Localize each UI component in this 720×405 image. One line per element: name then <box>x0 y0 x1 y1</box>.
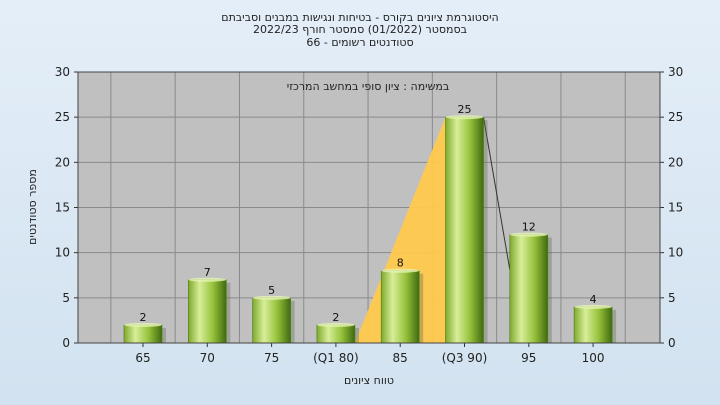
plot-border <box>77 71 661 344</box>
x-tick-label: 70 <box>200 351 215 365</box>
x-tick-label: 75 <box>264 351 279 365</box>
bar-top-cap <box>188 277 227 282</box>
bar-top-cap <box>252 295 291 300</box>
bar-value-label: 2 <box>140 311 147 324</box>
y-tick-label-right: 20 <box>668 155 683 169</box>
bar-top-cap <box>509 232 548 237</box>
bar <box>123 324 163 344</box>
bar <box>509 234 549 344</box>
x-tick-label: 65 <box>135 351 150 365</box>
bar-value-label: 7 <box>204 266 211 279</box>
x-axis-label: טווח ציונים <box>344 374 394 387</box>
chart-annotation: במשימה : ציון סופי במחשב המרכזי <box>287 80 450 93</box>
y-tick-label-right: 10 <box>668 246 683 260</box>
y-tick-label-left: 0 <box>62 336 70 350</box>
y-tick-label-left: 15 <box>55 201 70 215</box>
bar <box>316 324 356 344</box>
x-tick-label: (Q3 90) <box>442 351 488 365</box>
bars-group: 2 7 5 2 8 25 12 4 <box>123 103 617 344</box>
bar <box>252 297 291 344</box>
y-tick-label-left: 25 <box>55 110 70 124</box>
y-tick-label-right: 25 <box>668 110 683 124</box>
y-tick-label-left: 20 <box>55 155 70 169</box>
y-tick-label-left: 10 <box>55 246 70 260</box>
bar <box>445 116 484 344</box>
x-tick-label: 100 <box>582 351 605 365</box>
bar-value-label: 4 <box>590 293 597 306</box>
quartile-connector-line <box>483 117 511 270</box>
y-axis-label: מספר סטודנטים <box>26 169 39 245</box>
x-tick-label: (Q1 80) <box>313 351 359 365</box>
y-tick-label-left: 5 <box>62 291 70 305</box>
bar-top-cap <box>316 322 355 327</box>
chart-title-line-1: היסטוגרמת ציונים בקורס - בטיחות ונגישות … <box>221 11 498 24</box>
quartile-band-group <box>354 117 511 344</box>
bar <box>573 306 613 344</box>
bar <box>188 279 227 344</box>
bar <box>380 270 420 344</box>
bar-top-cap <box>445 115 484 120</box>
chart-title-line-2: בסמסטר (01/2022) סמסטר חורף 2022/23 <box>253 23 467 36</box>
chart-title-line-3: סטודנטים רשומים - 66 <box>306 36 413 49</box>
bar-value-label: 5 <box>268 284 275 297</box>
y-tick-label-right: 15 <box>668 201 683 215</box>
bar-top-cap <box>124 322 162 327</box>
y-tick-label-right: 5 <box>668 291 676 305</box>
bar-top-cap <box>381 268 420 273</box>
bar-value-label: 8 <box>397 257 404 270</box>
bar-value-label: 25 <box>458 103 472 116</box>
bar-value-label: 12 <box>522 221 536 234</box>
y-tick-label-right: 30 <box>668 65 683 79</box>
quartile-band <box>354 117 446 344</box>
y-tick-label-right: 0 <box>668 336 676 350</box>
bar-top-cap <box>574 304 613 309</box>
x-tick-label: 95 <box>521 351 536 365</box>
bar-value-label: 2 <box>332 311 339 324</box>
y-tick-label-left: 30 <box>55 65 70 79</box>
x-tick-label: 85 <box>393 351 408 365</box>
